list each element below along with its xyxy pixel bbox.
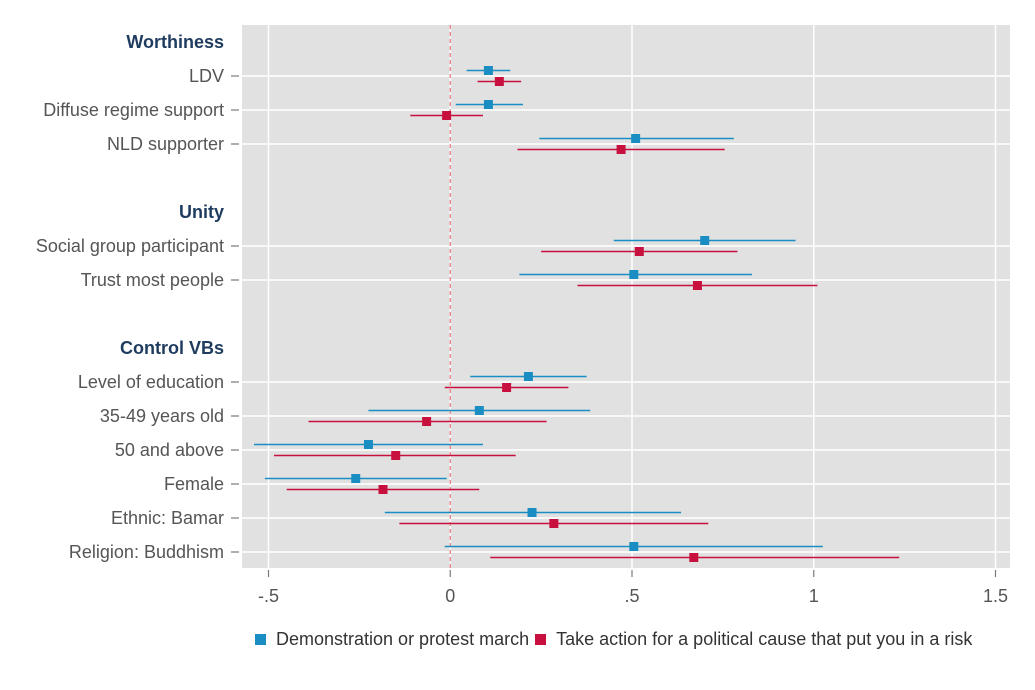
point-protest: [527, 508, 537, 517]
plot-background: [242, 25, 1010, 568]
x-tick-label: -.5: [258, 586, 279, 606]
group-header-label: Worthiness: [126, 32, 224, 52]
legend-swatch-protest: [255, 633, 266, 645]
y-tick-label: NLD supporter: [107, 134, 224, 154]
y-tick-label: 50 and above: [115, 440, 224, 460]
point-protest: [629, 270, 639, 279]
point-risk-action: [692, 281, 702, 290]
y-tick-label: Female: [164, 474, 224, 494]
point-risk-action: [634, 247, 644, 256]
legend-item-risk-action: Take action for a political cause that p…: [535, 629, 972, 650]
group-header-label: Control VBs: [120, 338, 224, 358]
point-risk-action: [502, 383, 512, 392]
group-header-label: Unity: [179, 202, 224, 222]
point-risk-action: [391, 451, 401, 460]
point-protest: [363, 440, 373, 449]
point-protest: [483, 66, 493, 75]
x-tick-label: 1.5: [983, 586, 1008, 606]
point-protest: [629, 542, 639, 551]
point-protest: [483, 100, 493, 109]
point-risk-action: [422, 417, 432, 426]
point-estimates: [351, 66, 710, 562]
y-tick-label: Ethnic: Bamar: [111, 508, 224, 528]
x-tick-label: .5: [624, 586, 639, 606]
point-risk-action: [378, 485, 388, 494]
legend-swatch-risk-action: [535, 633, 547, 645]
y-tick-label: Social group participant: [36, 236, 224, 256]
legend-label-protest: Demonstration or protest march: [276, 628, 530, 649]
x-tick-label: 1: [809, 586, 819, 606]
point-risk-action: [549, 519, 559, 528]
legend: Demonstration or protest march Take acti…: [255, 627, 978, 651]
x-tick-label: 0: [445, 586, 455, 606]
y-tick-label: Trust most people: [81, 270, 224, 290]
point-risk-action: [442, 111, 452, 120]
point-protest: [523, 372, 533, 381]
y-tick-label: 35-49 years old: [100, 406, 224, 426]
legend-label-risk-action: Take action for a political cause that p…: [556, 628, 973, 649]
y-axis-labels: Worthiness LDV Diffuse regime support NLD s…: [36, 32, 239, 562]
point-protest: [631, 134, 641, 143]
point-protest: [474, 406, 484, 415]
point-protest: [700, 236, 710, 245]
point-risk-action: [689, 553, 699, 562]
legend-item-protest: Demonstration or protest march: [255, 629, 529, 650]
gridlines: [242, 25, 1010, 568]
y-tick-label: Diffuse regime support: [43, 100, 224, 120]
y-tick-label: Level of education: [78, 372, 224, 392]
y-tick-label: LDV: [189, 66, 224, 86]
y-tick-label: Religion: Buddhism: [69, 542, 224, 562]
point-risk-action: [616, 145, 626, 154]
point-protest: [351, 474, 361, 483]
x-axis: -.5 0 .5 1 1.5: [258, 570, 1008, 606]
point-risk-action: [494, 77, 504, 86]
